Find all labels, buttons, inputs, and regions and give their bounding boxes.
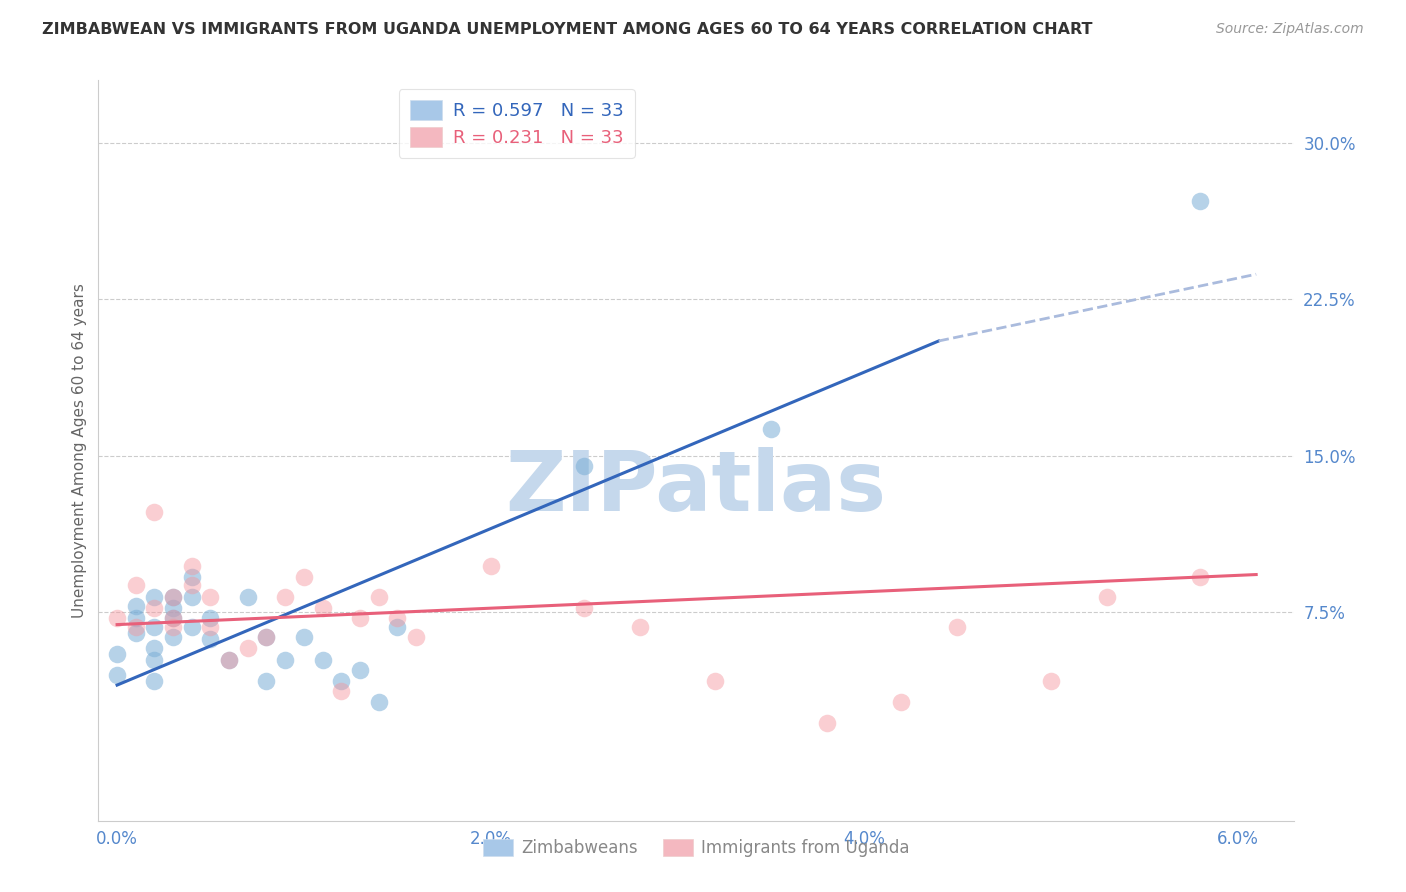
- Point: [703, 673, 725, 688]
- Point: [162, 601, 184, 615]
- Point: [1189, 194, 1212, 209]
- Point: [143, 505, 166, 519]
- Point: [292, 569, 315, 583]
- Point: [236, 591, 259, 605]
- Point: [200, 591, 222, 605]
- Point: [330, 684, 353, 698]
- Point: [274, 653, 297, 667]
- Point: [256, 630, 278, 644]
- Point: [162, 611, 184, 625]
- Point: [143, 601, 166, 615]
- Point: [311, 601, 333, 615]
- Point: [162, 630, 184, 644]
- Point: [218, 653, 240, 667]
- Point: [349, 664, 371, 678]
- Point: [200, 632, 222, 647]
- Point: [256, 673, 278, 688]
- Point: [572, 459, 595, 474]
- Point: [815, 715, 838, 730]
- Point: [367, 591, 389, 605]
- Point: [180, 559, 202, 574]
- Point: [1095, 591, 1118, 605]
- Point: [125, 611, 148, 625]
- Point: [292, 630, 315, 644]
- Point: [162, 591, 184, 605]
- Point: [180, 620, 202, 634]
- Point: [105, 647, 128, 661]
- Point: [105, 611, 128, 625]
- Point: [274, 591, 297, 605]
- Point: [367, 695, 389, 709]
- Text: ZIPatlas: ZIPatlas: [506, 447, 886, 528]
- Point: [218, 653, 240, 667]
- Point: [125, 626, 148, 640]
- Point: [1189, 569, 1212, 583]
- Point: [143, 653, 166, 667]
- Point: [162, 591, 184, 605]
- Point: [256, 630, 278, 644]
- Point: [405, 630, 427, 644]
- Point: [143, 640, 166, 655]
- Y-axis label: Unemployment Among Ages 60 to 64 years: Unemployment Among Ages 60 to 64 years: [72, 283, 87, 618]
- Point: [180, 591, 202, 605]
- Point: [385, 611, 409, 625]
- Point: [479, 559, 502, 574]
- Point: [105, 667, 128, 681]
- Point: [143, 620, 166, 634]
- Point: [162, 611, 184, 625]
- Point: [200, 611, 222, 625]
- Point: [125, 620, 148, 634]
- Point: [349, 611, 371, 625]
- Text: ZIMBABWEAN VS IMMIGRANTS FROM UGANDA UNEMPLOYMENT AMONG AGES 60 TO 64 YEARS CORR: ZIMBABWEAN VS IMMIGRANTS FROM UGANDA UNE…: [42, 22, 1092, 37]
- Point: [125, 599, 148, 613]
- Point: [125, 578, 148, 592]
- Point: [385, 620, 409, 634]
- Point: [143, 591, 166, 605]
- Point: [180, 569, 202, 583]
- Point: [946, 620, 969, 634]
- Legend: Zimbabweans, Immigrants from Uganda: Zimbabweans, Immigrants from Uganda: [475, 832, 917, 864]
- Point: [890, 695, 912, 709]
- Point: [330, 673, 353, 688]
- Point: [162, 620, 184, 634]
- Point: [759, 421, 782, 435]
- Point: [1039, 673, 1062, 688]
- Point: [236, 640, 259, 655]
- Point: [200, 620, 222, 634]
- Text: Source: ZipAtlas.com: Source: ZipAtlas.com: [1216, 22, 1364, 37]
- Point: [628, 620, 651, 634]
- Point: [572, 601, 595, 615]
- Point: [311, 653, 333, 667]
- Point: [143, 673, 166, 688]
- Point: [180, 578, 202, 592]
